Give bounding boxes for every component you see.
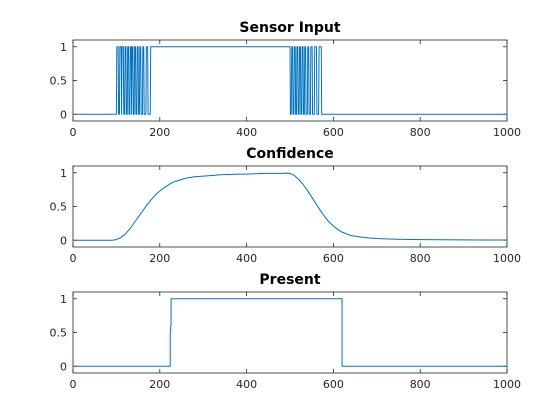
x-tick-label: 0 (70, 126, 77, 139)
y-tick-label: 0.5 (50, 327, 68, 340)
x-tick-label: 400 (236, 252, 257, 265)
plot-area (73, 298, 507, 367)
series-line (73, 172, 508, 241)
subplot-title: Sensor Input (239, 20, 340, 36)
x-tick-label: 0 (70, 378, 77, 391)
x-tick-label: 200 (149, 126, 170, 139)
y-tick-label: 0 (60, 360, 67, 373)
axes-ticks: 0 200 400 600 800 1000 0 0.5 1 (50, 166, 521, 265)
y-tick-label: 0.5 (50, 201, 68, 214)
x-tick-label: 1000 (493, 378, 521, 391)
y-tick-label: 0 (60, 108, 67, 121)
axes-frame (72, 165, 508, 248)
y-tick-label: 1 (60, 167, 67, 180)
x-tick-label: 0 (70, 252, 77, 265)
subplot-confidence: Confidence 0 200 400 600 800 1000 0 0.5 1 (50, 146, 522, 265)
x-tick-label: 1000 (493, 252, 521, 265)
plot-area (73, 46, 507, 115)
axes-ticks: 0 200 400 600 800 1000 0 0.5 1 (50, 40, 521, 139)
x-tick-label: 400 (236, 378, 257, 391)
x-tick-label: 600 (323, 252, 344, 265)
x-tick-label: 800 (410, 126, 431, 139)
x-tick-label: 200 (149, 252, 170, 265)
x-tick-label: 600 (323, 126, 344, 139)
axes-frame (72, 291, 508, 374)
x-tick-label: 800 (410, 252, 431, 265)
y-tick-label: 1 (60, 293, 67, 306)
subplot-sensor-input: Sensor Input 0 200 400 600 800 1000 0 0.5 1 (50, 20, 522, 139)
x-tick-label: 800 (410, 378, 431, 391)
x-tick-label: 400 (236, 126, 257, 139)
y-tick-label: 1 (60, 41, 67, 54)
plot-area (73, 172, 508, 241)
y-tick-label: 0 (60, 234, 67, 247)
x-tick-label: 600 (323, 378, 344, 391)
y-tick-label: 0.5 (50, 75, 68, 88)
axes-ticks: 0 200 400 600 800 1000 0 0.5 1 (50, 292, 521, 391)
subplot-present: Present 0 200 400 600 800 1000 0 0.5 1 (50, 272, 522, 391)
subplot-title: Confidence (246, 146, 334, 162)
subplot-title: Present (259, 272, 320, 288)
series-line (73, 46, 507, 115)
series-line (73, 298, 507, 367)
x-tick-label: 1000 (493, 126, 521, 139)
x-tick-label: 200 (149, 378, 170, 391)
